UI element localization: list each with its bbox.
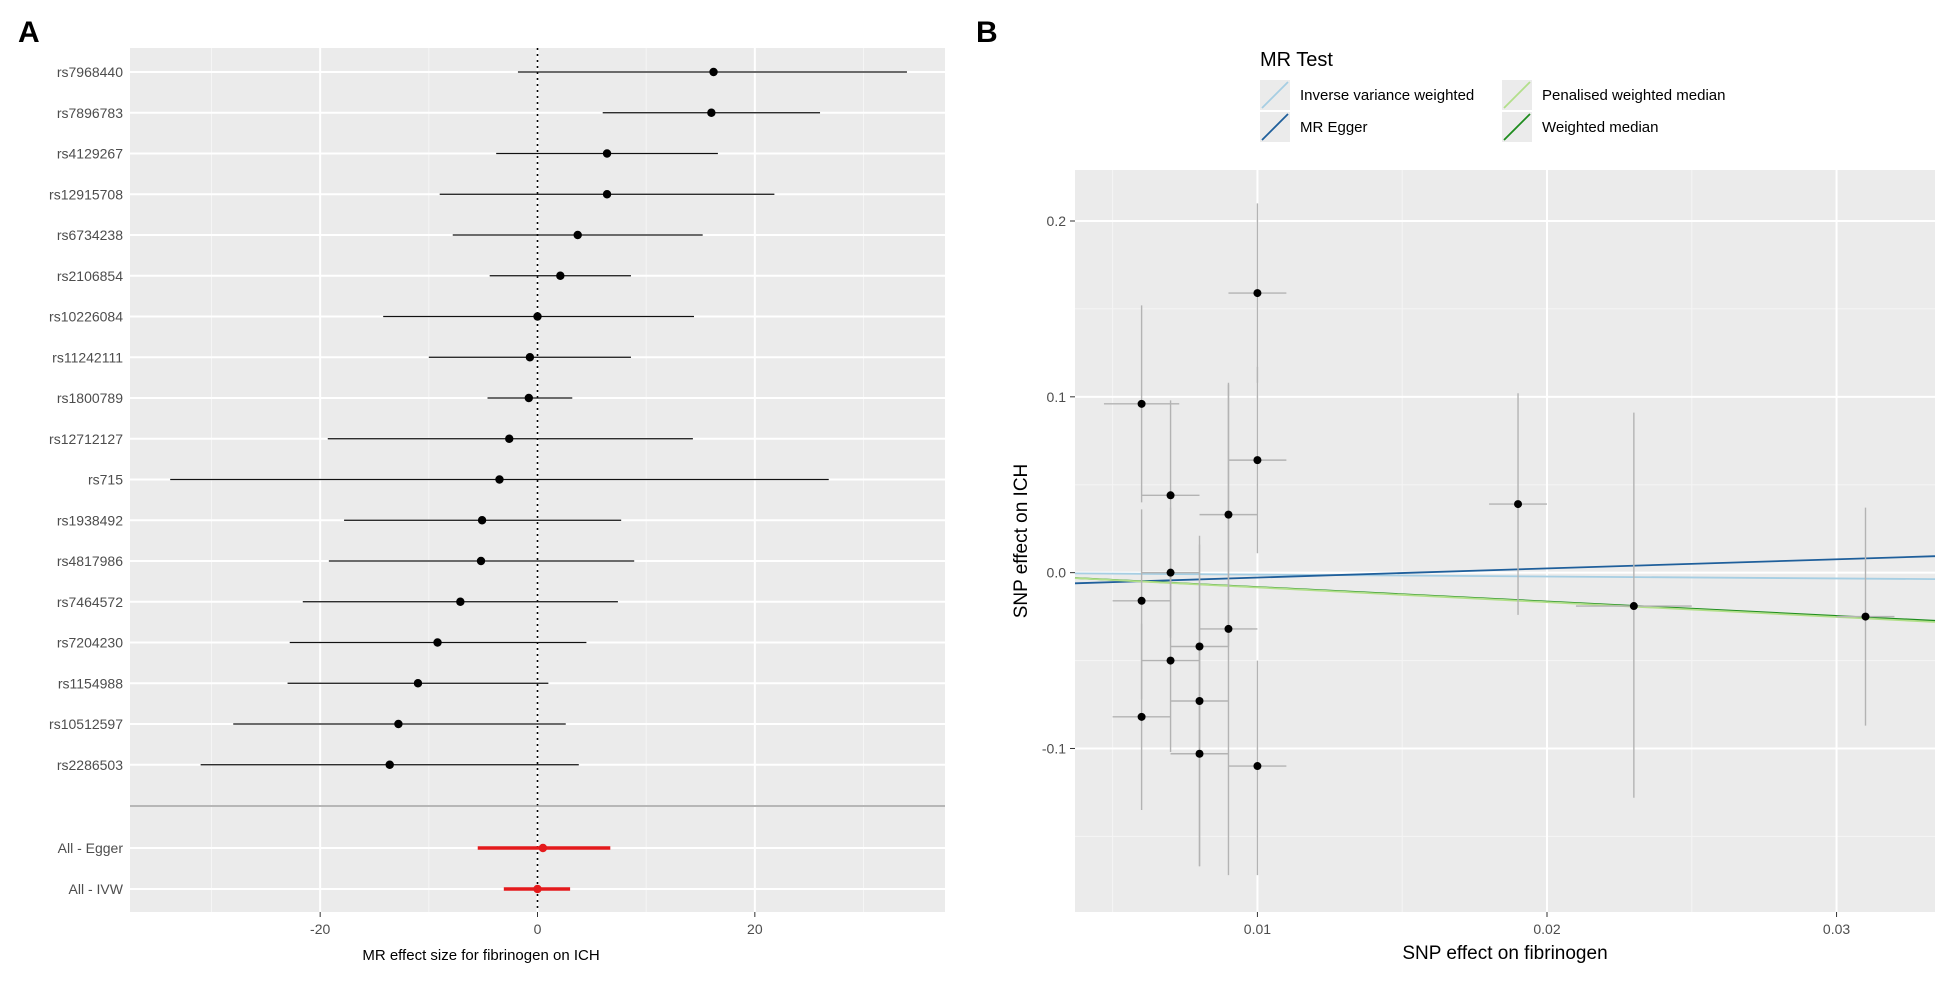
snp-point-rs12915708 (602, 190, 612, 199)
snp-label-rs4817986: rs4817986 (57, 553, 123, 569)
snp-point-5 (1514, 500, 1523, 509)
scatter-fit-lines (1074, 555, 1936, 623)
mr-test-legend: MR Test Inverse variance weighted Penalis… (1260, 49, 1725, 142)
legend-label-inverse-variance-weighted: Inverse variance weighted (1300, 87, 1474, 104)
snp-point-rs1154988 (413, 679, 423, 688)
snp-point-rs7204230 (433, 638, 442, 647)
snp-label-rs2286503: rs2286503 (57, 757, 123, 773)
snp-point-rs715 (495, 475, 504, 484)
snp-label-rs715: rs715 (88, 472, 123, 488)
snp-label-rs12712127: rs12712127 (49, 431, 123, 447)
fit-line-penalised-weighted-median (1074, 577, 1936, 623)
snp-point-10 (1224, 624, 1233, 633)
snp-label-rs1938492: rs1938492 (57, 512, 123, 528)
scatter-y-axis-title: SNP effect on ICH (1011, 464, 1032, 619)
snp-label-rs10512597: rs10512597 (49, 716, 123, 732)
forest-y-tick-labels: rs7968440 rs7896783 rs4129267 rs12915708 rs6… (49, 64, 124, 897)
panel-b-label: B (976, 16, 998, 49)
summary-point-1 (533, 884, 542, 894)
legend-swatch-inverse-variance-weighted (1261, 81, 1289, 109)
legend-swatch-mr-egger (1261, 113, 1289, 141)
fit-line-mr-egger (1074, 555, 1936, 585)
snp-point-rs10226084 (533, 312, 542, 321)
forest-x-tick-labels: -20 0 20 (310, 912, 763, 937)
snp-point-11 (1195, 642, 1204, 651)
snp-point-rs12712127 (505, 434, 514, 443)
y-tick-label: -0.1 (1042, 740, 1066, 756)
legend-swatch-weighted-median (1503, 113, 1531, 141)
snp-point-14 (1137, 712, 1146, 721)
snp-label-rs7464572: rs7464572 (57, 594, 123, 610)
legend-label-mr-egger: MR Egger (1300, 119, 1368, 136)
y-tick-label: 0.1 (1047, 389, 1067, 405)
y-tick-label: 0.0 (1047, 565, 1067, 581)
snp-point-12 (1166, 656, 1175, 665)
x-tick-label: 0.03 (1823, 921, 1850, 937)
snp-point-3 (1253, 456, 1262, 465)
snp-point-rs2286503 (385, 760, 394, 769)
panel-a-label: A (18, 16, 40, 49)
snp-point-13 (1195, 697, 1204, 706)
snp-point-rs7464572 (456, 597, 465, 606)
snp-label-rs4129267: rs4129267 (57, 146, 123, 162)
snp-label-rs10226084: rs10226084 (49, 309, 123, 325)
legend-swatch-penalised-weighted-median (1503, 81, 1531, 109)
snp-point-rs4129267 (602, 149, 612, 158)
snp-point-8 (1629, 602, 1638, 611)
x-tick-label: -20 (310, 921, 330, 937)
snp-point-rs10512597 (394, 719, 403, 729)
summary-label-0: All - Egger (58, 840, 124, 856)
snp-point-rs6734238 (573, 230, 582, 240)
summary-label-1: All - IVW (69, 881, 124, 897)
snp-label-rs11242111: rs11242111 (52, 349, 123, 365)
snp-point-7 (1137, 596, 1146, 605)
legend-label-penalised-weighted-median: Penalised weighted median (1542, 87, 1725, 104)
forest-marks (130, 48, 945, 912)
snp-label-rs7968440: rs7968440 (57, 64, 123, 80)
snp-point-rs11242111 (525, 353, 535, 362)
forest-x-axis-title: MR effect size for fibrinogen on ICH (362, 947, 599, 964)
snp-point-1 (1137, 399, 1146, 408)
snp-label-rs7896783: rs7896783 (57, 105, 123, 121)
snp-point-15 (1195, 749, 1204, 758)
scatter-marks (1103, 203, 1895, 876)
snp-point-rs1938492 (477, 516, 487, 525)
scatter-y-tick-labels: -0.1 0.0 0.1 0.2 (1042, 213, 1075, 756)
fit-line-inverse-variance-weighted (1074, 572, 1936, 581)
x-tick-label: 20 (747, 921, 763, 937)
snp-point-rs2106854 (556, 271, 565, 280)
snp-point-rs7896783 (707, 108, 716, 117)
forest-plot-panel: rs7968440 rs7896783 rs4129267 rs12915708 rs6… (49, 48, 945, 964)
snp-point-4 (1224, 510, 1233, 519)
x-tick-label: 0.02 (1533, 921, 1560, 937)
snp-point-rs1800789 (524, 393, 534, 403)
y-tick-label: 0.2 (1047, 213, 1067, 229)
snp-point-16 (1253, 762, 1262, 771)
snp-label-rs6734238: rs6734238 (57, 227, 123, 243)
snp-label-rs2106854: rs2106854 (57, 268, 123, 284)
snp-point-9 (1861, 612, 1870, 621)
x-tick-label: 0 (534, 921, 542, 937)
snp-point-2 (1166, 491, 1175, 500)
legend-title: MR Test (1260, 49, 1333, 71)
scatter-x-tick-labels: 0.01 0.02 0.03 (1244, 912, 1850, 937)
snp-point-0 (1253, 289, 1262, 298)
x-tick-label: 0.01 (1244, 921, 1271, 937)
snp-label-rs1800789: rs1800789 (57, 390, 123, 406)
scatter-plot-background (1075, 170, 1935, 912)
legend-label-weighted-median: Weighted median (1542, 119, 1658, 136)
snp-point-rs4817986 (476, 556, 486, 566)
snp-label-rs12915708: rs12915708 (49, 186, 123, 202)
snp-point-rs7968440 (709, 67, 718, 77)
snp-point-6 (1166, 568, 1175, 577)
scatter-plot-panel: -0.1 0.0 0.1 0.2 0.01 0.02 0.03 SNP effect on… (1011, 49, 1936, 964)
snp-label-rs1154988: rs1154988 (58, 675, 123, 691)
summary-point-0 (538, 843, 548, 853)
snp-label-rs7204230: rs7204230 (57, 635, 123, 651)
scatter-x-axis-title: SNP effect on fibrinogen (1402, 943, 1607, 964)
